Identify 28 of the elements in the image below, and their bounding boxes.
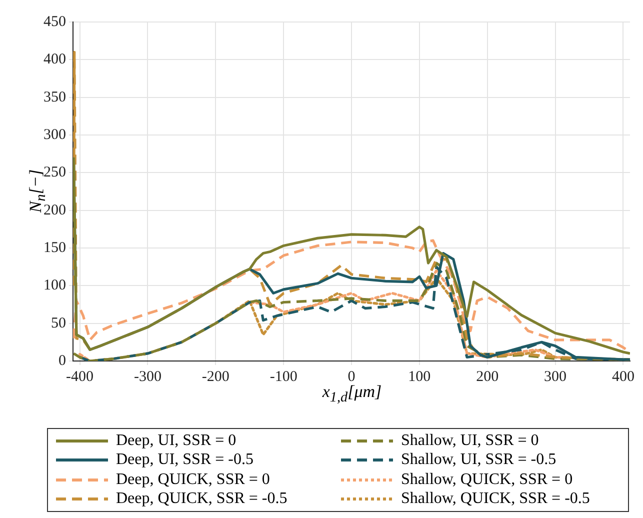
y-tick-label: 0: [58, 352, 66, 369]
x-tick-label: -100: [270, 368, 298, 385]
y-tick-label: 150: [44, 240, 66, 256]
legend-label: Deep, QUICK, SSR = 0: [116, 470, 270, 489]
legend-label: Deep, UI, SSR = 0: [116, 432, 236, 450]
legend-label: Deep, QUICK, SSR = -0.5: [116, 490, 288, 508]
x-tick-label: 100: [408, 368, 431, 385]
x-tick-label: -400: [66, 368, 94, 385]
y-tick-label: 250: [44, 164, 66, 181]
y-tick-label: 300: [44, 126, 66, 143]
y-tick-label: 350: [44, 89, 66, 106]
x-axis-title: x$_{1,d}$[μm]: [322, 382, 382, 406]
y-tick-label: 450: [44, 14, 66, 30]
x-tick-label: -200: [202, 368, 230, 385]
y-tick-label: 200: [44, 202, 66, 218]
legend-label: Shallow, QUICK, SSR = 0: [401, 470, 573, 489]
legend-label: Deep, UI, SSR = -0.5: [116, 451, 254, 470]
legend-label: Shallow, QUICK, SSR = -0.5: [401, 490, 590, 508]
x-tick-label: -300: [134, 368, 162, 385]
legend-label: Shallow, UI, SSR = 0: [401, 432, 539, 450]
legend-label: Shallow, UI, SSR = -0.5: [401, 451, 556, 470]
x-tick-label: 400: [612, 368, 634, 385]
y-tick-label: 400: [44, 52, 66, 68]
x-tick-label: 300: [544, 368, 567, 385]
y-tick-label: 100: [44, 278, 66, 294]
x-tick-label: 200: [476, 368, 499, 385]
x-tick-label: 0: [348, 368, 356, 385]
y-tick-label: 50: [51, 315, 66, 332]
